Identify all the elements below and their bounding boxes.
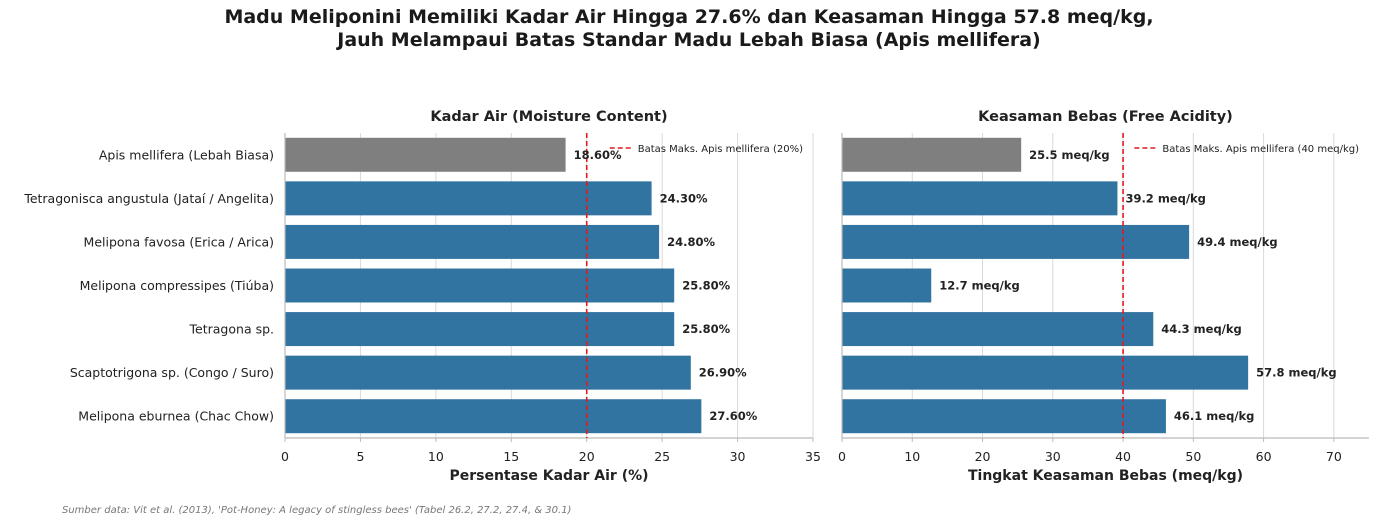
bar: [842, 312, 1154, 347]
category-label: Melipona favosa (Erica / Arica): [84, 234, 274, 249]
chart-panel-1: 18.60% 24.30% 24.80% 25.80% 25.80% 26.90% 27.6…: [23, 109, 821, 484]
x-tick-label: 10: [904, 449, 920, 464]
figure-title: Madu Meliponini Memiliki Kadar Air Hingg…: [0, 6, 1378, 52]
x-tick-label: 0: [281, 449, 289, 464]
source-note: Sumber data: Vit et al. (2013), 'Pot-Hon…: [62, 505, 572, 516]
data-label: 25.80%: [682, 322, 730, 336]
data-label: 12.7 meq/kg: [939, 279, 1019, 293]
bar: [285, 399, 702, 434]
data-label: 18.60%: [574, 148, 622, 162]
category-label: Scaptotrigona sp. (Congo / Suro): [70, 365, 274, 380]
category-label: Tetragona sp.: [189, 322, 274, 337]
category-label: Apis mellifera (Lebah Biasa): [99, 147, 274, 162]
x-tick-label: 10: [428, 449, 444, 464]
x-tick-label: 35: [805, 449, 821, 464]
data-label: 44.3 meq/kg: [1161, 322, 1241, 336]
bar: [842, 181, 1118, 216]
data-label: 49.4 meq/kg: [1197, 235, 1277, 249]
category-label: Melipona compressipes (Tiúba): [80, 278, 274, 293]
bar: [842, 268, 932, 303]
x-tick-label: 15: [503, 449, 519, 464]
category-label: Tetragonisca angustula (Jataí / Angelita…: [23, 191, 274, 206]
bar: [285, 181, 652, 216]
x-tick-label: 60: [1256, 449, 1272, 464]
bar: [285, 355, 691, 390]
data-label: 26.90%: [699, 366, 747, 380]
x-tick-label: 70: [1326, 449, 1342, 464]
bar: [285, 137, 566, 172]
x-tick-label: 30: [730, 449, 746, 464]
x-tick-label: 30: [1045, 449, 1061, 464]
x-axis-label: Tingkat Keasaman Bebas (meq/kg): [968, 468, 1243, 484]
data-label: 27.60%: [709, 409, 757, 423]
figure-title-line-1: Madu Meliponini Memiliki Kadar Air Hingg…: [224, 6, 1154, 28]
x-tick-label: 25: [654, 449, 670, 464]
x-tick-label: 5: [356, 449, 364, 464]
bar: [285, 312, 675, 347]
data-label: 46.1 meq/kg: [1174, 409, 1254, 423]
panel-title: Kadar Air (Moisture Content): [430, 109, 667, 125]
bar: [285, 224, 660, 259]
panel-title: Keasaman Bebas (Free Acidity): [978, 109, 1233, 125]
data-label: 57.8 meq/kg: [1256, 366, 1336, 380]
category-label: Melipona eburnea (Chac Chow): [78, 409, 274, 424]
data-label: 24.80%: [667, 235, 715, 249]
x-tick-label: 40: [1115, 449, 1131, 464]
legend-label: Batas Maks. Apis mellifera (20%): [638, 144, 803, 155]
figure-title-line-2: Jauh Melampaui Batas Standar Madu Lebah …: [337, 29, 1041, 51]
x-tick-label: 50: [1185, 449, 1201, 464]
x-tick-label: 20: [579, 449, 595, 464]
data-label: 25.80%: [682, 279, 730, 293]
data-label: 39.2 meq/kg: [1125, 191, 1205, 205]
data-label: 25.5 meq/kg: [1029, 148, 1109, 162]
bar: [285, 268, 675, 303]
data-label: 24.30%: [660, 191, 708, 205]
x-axis-label: Persentase Kadar Air (%): [449, 468, 648, 484]
x-tick-label: 0: [838, 449, 846, 464]
chart-panel-2: 25.5 meq/kg 39.2 meq/kg 49.4 meq/kg 12.7 me…: [838, 109, 1369, 484]
bar: [842, 224, 1190, 259]
x-tick-label: 20: [975, 449, 991, 464]
bar: [842, 355, 1249, 390]
legend-label: Batas Maks. Apis mellifera (40 meq/kg): [1162, 144, 1359, 155]
bar: [842, 137, 1022, 172]
bar: [842, 399, 1166, 434]
